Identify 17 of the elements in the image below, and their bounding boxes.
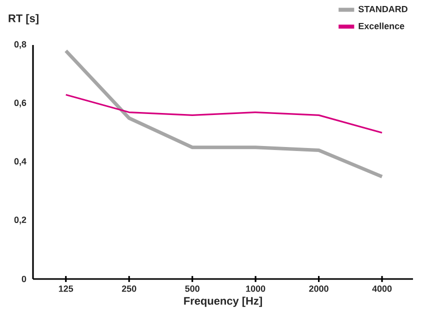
legend-label: STANDARD <box>358 6 408 12</box>
x-tick-label: 2000 <box>309 286 328 292</box>
y-tick-label: 0,8 <box>14 41 26 49</box>
line-series <box>64 49 384 178</box>
y-axis-title: RT [s] <box>8 14 38 24</box>
y-tick-label: 0,2 <box>14 216 26 224</box>
y-tick-label: 0,4 <box>14 158 26 166</box>
x-tick-label: 250 <box>122 286 136 292</box>
legend-label: Excellence <box>358 22 404 30</box>
y-tick-label: 0,6 <box>14 100 26 108</box>
x-tick-label: 125 <box>58 286 74 292</box>
x-tick-label: 500 <box>185 286 200 292</box>
x-axis-title: Frequency [Hz] <box>184 296 262 307</box>
x-tick-label: 1000 <box>246 286 266 292</box>
line-series <box>65 94 383 134</box>
x-tick-label: 4000 <box>372 286 392 292</box>
y-tick-label: 0 <box>22 276 26 282</box>
